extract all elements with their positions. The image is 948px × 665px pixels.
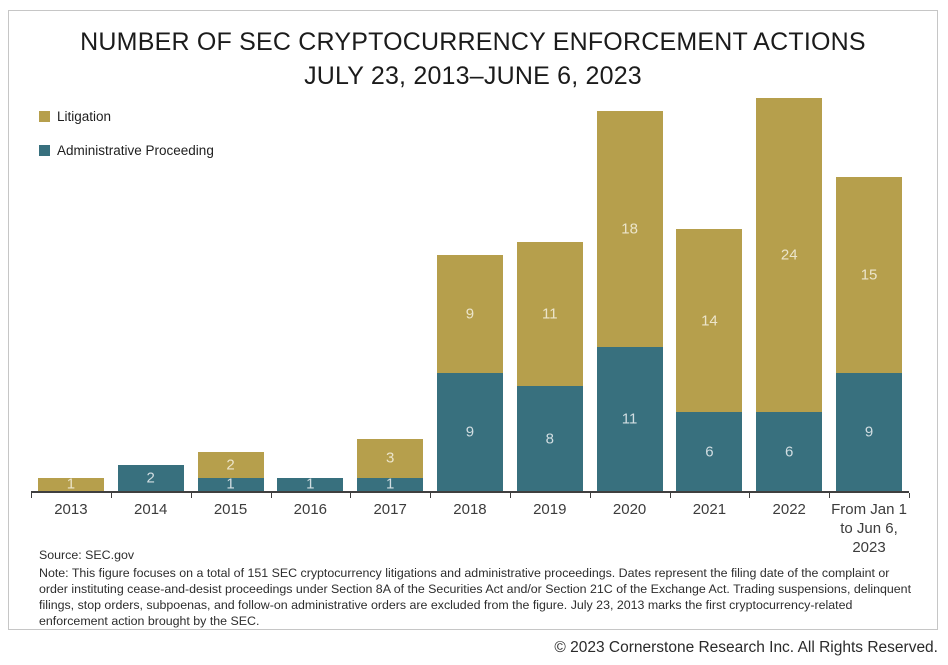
bar-value-label: 9 <box>864 423 874 441</box>
x-axis-label: 2014 <box>134 501 168 518</box>
bar-value-label: 9 <box>465 423 475 441</box>
bar-value-label: 9 <box>465 305 475 323</box>
x-axis-label: 2022 <box>772 501 806 518</box>
chart-title-line-1: NUMBER OF SEC CRYPTOCURRENCY ENFORCEMENT… <box>80 28 866 56</box>
bar-value-label: 3 <box>385 449 395 467</box>
bar-segment-administrative-proceeding: 9 <box>836 373 903 491</box>
bar-value-label: 15 <box>860 266 878 284</box>
bar-segment-administrative-proceeding: 1 <box>197 475 264 493</box>
bar-segment-administrative-proceeding: 6 <box>756 412 823 491</box>
x-axis-label: 2013 <box>54 501 88 518</box>
bar-segment-litigation: 1 <box>37 475 104 493</box>
axis-tick <box>749 493 751 498</box>
bar-from-jan-1-to-jun-6-2023: 15 9 <box>829 98 909 491</box>
x-axis-labels: 2013 2014 2015 2016 2017 2018 2019 2020 2021 2022… <box>31 500 909 557</box>
chart-title-line-2: JULY 23, 2013–JUNE 6, 2023 <box>304 62 642 90</box>
axis-tick <box>909 493 910 498</box>
bar-segment-litigation: 9 <box>436 255 503 374</box>
bar-segment-administrative-proceeding: 9 <box>436 373 503 491</box>
litigation-swatch-icon <box>39 111 50 122</box>
x-axis-label: From Jan 1 to Jun 6, 2023 <box>831 501 907 556</box>
axis-tick <box>430 493 432 498</box>
copyright-text: © 2023 Cornerstone Research Inc. All Rig… <box>554 639 938 656</box>
bar-segment-administrative-proceeding: 8 <box>516 386 583 491</box>
axis-tick <box>350 493 352 498</box>
bar-value-label: 18 <box>621 220 638 238</box>
x-axis-label: 2017 <box>373 501 407 518</box>
administrative-proceeding-swatch-icon <box>39 145 50 156</box>
bar-value-label: 8 <box>545 430 554 448</box>
x-axis-label: 2016 <box>293 501 328 518</box>
bar-value-label: 24 <box>780 246 798 264</box>
bar-value-label: 6 <box>705 443 714 461</box>
axis-tick <box>270 493 272 498</box>
bar-value-label: 14 <box>701 312 718 330</box>
x-axis-ticks <box>31 493 910 499</box>
bar-value-label: 2 <box>146 469 155 487</box>
bar-segment-administrative-proceeding: 1 <box>357 475 424 493</box>
axis-tick <box>110 493 112 498</box>
axis-tick <box>589 493 591 498</box>
legend: Litigation Administrative Proceeding <box>39 109 214 177</box>
bar-segment-litigation: 15 <box>836 176 903 374</box>
x-axis-label: 2015 <box>213 501 248 518</box>
bar-segment-administrative-proceeding: 1 <box>277 475 344 493</box>
source-text: Source: SEC.gov <box>39 548 135 562</box>
figure-panel: NUMBER OF SEC CRYPTOCURRENCY ENFORCEMENT… <box>8 10 938 630</box>
axis-tick <box>669 493 671 498</box>
bar-value-label: 6 <box>785 443 794 461</box>
bar-segment-administrative-proceeding: 11 <box>596 346 663 491</box>
bar-2016: 1 <box>270 98 350 493</box>
axis-tick <box>829 493 831 498</box>
bar-value-label: 1 <box>66 475 76 493</box>
bar-value-label: 1 <box>226 475 235 493</box>
axis-tick <box>31 493 32 498</box>
bar-2014: 2 <box>111 98 191 491</box>
bar-value-label: 2 <box>226 456 235 474</box>
bar-2021: 14 6 <box>670 98 750 491</box>
bar-segment-administrative-proceeding: 2 <box>117 464 184 491</box>
x-axis-label: 2019 <box>533 501 567 518</box>
bar-2019: 11 8 <box>510 98 590 491</box>
bar-segment-litigation: 24 <box>756 98 823 413</box>
bar-2013: 1 <box>31 98 111 493</box>
bar-segment-litigation: 14 <box>676 229 743 413</box>
legend-item-litigation: Litigation <box>39 109 214 124</box>
x-axis-label: 2021 <box>692 501 727 518</box>
axis-tick <box>509 493 511 498</box>
bar-segment-litigation: 3 <box>357 438 424 478</box>
bar-value-label: 11 <box>541 305 558 323</box>
bar-segment-litigation: 18 <box>596 111 663 347</box>
legend-label-administrative-proceeding: Administrative Proceeding <box>57 143 214 158</box>
plot-area: 1 2 2 1 1 3 1 9 9 11 8 18 11 14 6 24 6 15 9 <box>31 98 909 493</box>
bar-segment-administrative-proceeding: 6 <box>676 412 743 491</box>
bar-2020: 18 11 <box>590 98 670 491</box>
note-text: Note: This figure focuses on a total of … <box>39 566 912 628</box>
bar-segment-litigation: 2 <box>197 451 264 478</box>
x-axis-label: 2018 <box>453 501 487 518</box>
legend-label-litigation: Litigation <box>57 109 112 124</box>
bar-2022: 24 6 <box>749 98 829 491</box>
bar-segment-litigation: 11 <box>516 242 583 387</box>
legend-item-administrative-proceeding: Administrative Proceeding <box>39 143 214 158</box>
x-axis-label: 2020 <box>612 501 647 518</box>
bar-value-label: 1 <box>385 475 395 493</box>
chart-title: NUMBER OF SEC CRYPTOCURRENCY ENFORCEMENT… <box>9 25 937 93</box>
bar-value-label: 11 <box>621 410 638 428</box>
bar-value-label: 1 <box>306 475 315 493</box>
axis-tick <box>190 493 192 498</box>
